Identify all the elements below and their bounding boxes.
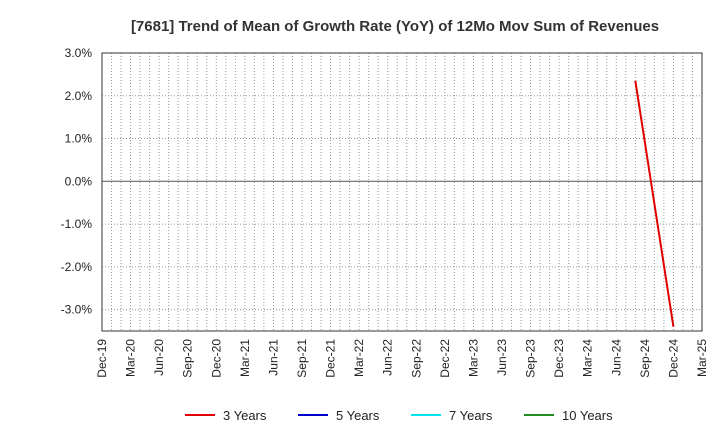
legend: 3 Years 5 Years 7 Years 10 Years [185,408,613,423]
plot-border [101,52,703,332]
x-tick-label: Dec-19 [95,339,109,378]
chart-title: [7681] Trend of Mean of Growth Rate (YoY… [131,18,659,35]
x-tick-label: Dec-24 [666,339,680,378]
plot-area: 3.0% 2.0% 1.0% 0.0% -1.0% -2.0% -3.0% Dec-19 Mar… [61,46,709,378]
y-tick-label: 0.0% [65,174,93,188]
x-tick-label: Mar-24 [581,339,595,377]
y-tick-label: 2.0% [65,89,93,103]
x-tick-label: Dec-21 [324,339,338,378]
x-tick-label: Mar-20 [124,339,138,377]
x-tick-label: Dec-23 [552,339,566,378]
x-tick-label: Mar-23 [466,339,480,377]
x-tick-label: Dec-22 [438,339,452,378]
x-tick-label: Sep-23 [524,339,538,378]
y-tick-label: -1.0% [61,217,93,231]
x-tick-label: Mar-22 [352,339,366,377]
x-tick-label: Sep-22 [409,339,423,378]
x-tick-label: Jun-23 [495,339,509,376]
x-tick-label: Mar-25 [695,339,709,377]
y-tick-label: -2.0% [61,260,93,274]
legend-label: 5 Years [336,408,380,423]
x-tick-label: Jun-22 [381,339,395,376]
series-line [634,80,675,327]
x-tick-label: Dec-20 [209,339,223,378]
legend-label: 7 Years [449,408,493,423]
x-tick-label: Mar-21 [238,339,252,377]
legend-label: 3 Years [223,408,267,423]
x-tick-label: Sep-21 [295,339,309,378]
y-tick-label: 1.0% [65,132,93,146]
y-tick-label: -3.0% [61,303,93,317]
x-tick-label: Jun-21 [266,339,280,376]
x-tick-label: Sep-24 [638,339,652,378]
y-tick-label: 3.0% [65,46,93,60]
x-tick-label: Jun-24 [609,339,623,376]
x-tick-label: Sep-20 [181,339,195,378]
x-tick-label: Jun-20 [152,339,166,376]
legend-label: 10 Years [562,408,613,423]
